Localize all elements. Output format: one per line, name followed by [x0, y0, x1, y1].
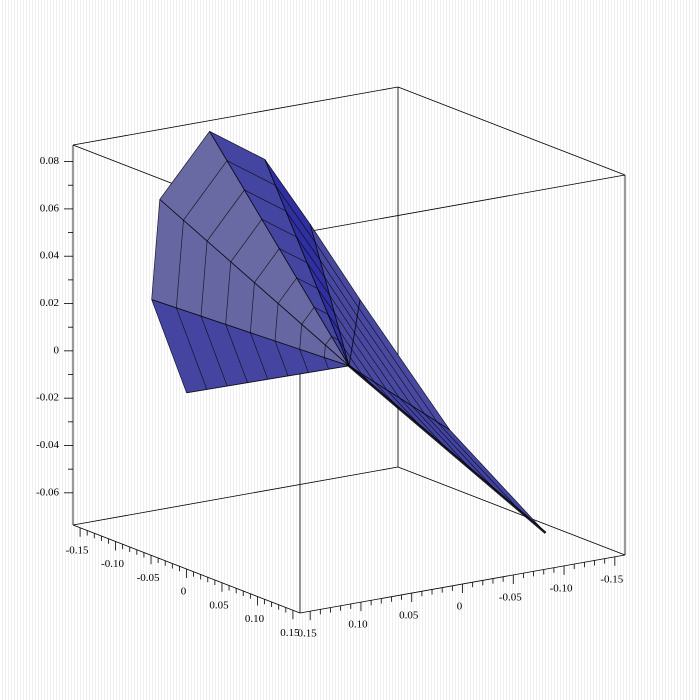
- z-tick-label: 0.02: [40, 297, 59, 309]
- surface-patch: [464, 451, 514, 499]
- z-tick-label: -0.04: [36, 439, 59, 451]
- box-edge: [397, 466, 626, 556]
- box-edge: [397, 86, 626, 176]
- y-tick-label: -0.10: [550, 582, 573, 594]
- z-tick-label: 0: [54, 344, 60, 356]
- x-tick-label: -0.15: [66, 544, 89, 556]
- surface-patch: [448, 439, 494, 483]
- y-tick-label: -0.15: [600, 573, 623, 585]
- rim-radial: [151, 299, 350, 367]
- rim-radial: [264, 159, 350, 367]
- rim-radial: [159, 199, 350, 367]
- box-edge: [72, 86, 399, 146]
- z-tick-label: 0.06: [40, 202, 60, 214]
- y-tick-label: 0.05: [399, 610, 419, 622]
- z-tick-label: 0.08: [40, 155, 60, 167]
- box-edge: [299, 174, 626, 234]
- rim-radial: [348, 299, 361, 366]
- z-tick-label: -0.06: [36, 486, 59, 498]
- y-tick-label: 0.10: [348, 619, 368, 631]
- z-tick-label: -0.02: [36, 392, 59, 404]
- x-tick-label: -0.10: [101, 558, 124, 570]
- box-edge: [72, 466, 399, 526]
- x-tick-label: 0.05: [209, 599, 229, 611]
- y-tick-label: -0.05: [499, 591, 522, 603]
- rim-radial: [186, 365, 350, 394]
- x-tick-label: -0.05: [137, 572, 160, 584]
- rim-radial: [348, 364, 547, 534]
- z-tick-label: 0.04: [40, 250, 60, 262]
- rim-radial: [209, 131, 350, 367]
- y-tick-label: 0.15: [298, 628, 318, 640]
- y-tick-label: 0: [457, 601, 463, 613]
- x-tick-label: 0.10: [245, 613, 265, 625]
- x-tick-label: 0: [181, 586, 187, 598]
- rim-radial: [309, 224, 350, 366]
- x-tick-label: 0.15: [280, 627, 300, 639]
- rim-radial: [348, 365, 450, 431]
